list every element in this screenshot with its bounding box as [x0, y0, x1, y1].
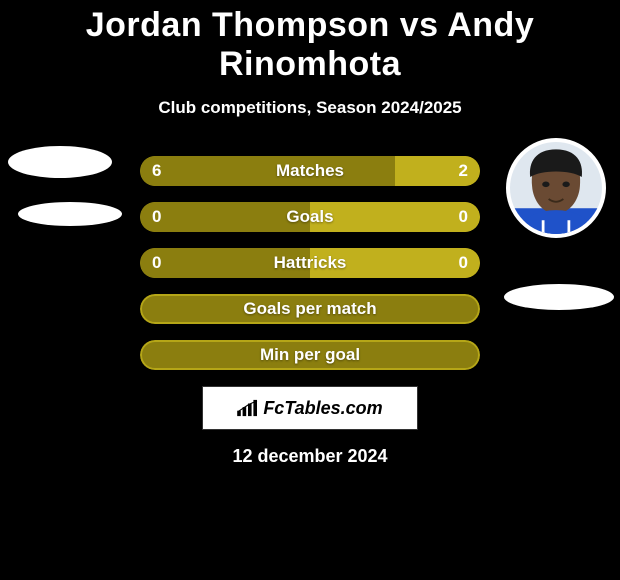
stat-bar: Min per goal: [140, 340, 480, 370]
stat-bar-right-value: 2: [459, 156, 468, 186]
player-right-badge-placeholder: [504, 284, 614, 310]
stat-bar-label: Matches: [140, 156, 480, 186]
stat-bar-left-value: 0: [152, 202, 161, 232]
page-title: Jordan Thompson vs Andy Rinomhota: [0, 0, 620, 84]
stat-bar: Hattricks0 0: [140, 248, 480, 278]
stat-bar-label: Goals per match: [140, 294, 480, 324]
player-right-avatar-svg: [510, 142, 602, 234]
stat-bar-label: Goals: [140, 202, 480, 232]
page-subtitle: Club competitions, Season 2024/2025: [0, 98, 620, 118]
fctables-logo-icon: [237, 399, 259, 417]
stat-bar-label: Min per goal: [140, 340, 480, 370]
stat-bar-right-value: 0: [459, 202, 468, 232]
stat-bar-right-value: 0: [459, 248, 468, 278]
footer-date: 12 december 2024: [0, 446, 620, 467]
stat-bar-label: Hattricks: [140, 248, 480, 278]
stat-bar: Matches6 2: [140, 156, 480, 186]
comparison-stage: Matches62Goals00Hattricks00Goals per mat…: [0, 156, 620, 370]
player-left-avatar-placeholder-1: [8, 146, 112, 178]
stat-bar: Goals per match: [140, 294, 480, 324]
fctables-logo: FcTables.com: [202, 386, 418, 430]
stat-bar: Goals0 0: [140, 202, 480, 232]
player-right-avatar: [506, 138, 606, 238]
stat-bar-left-value: 6: [152, 156, 161, 186]
bars-container: Matches62Goals00Hattricks00Goals per mat…: [140, 156, 480, 370]
player-left-avatar-placeholder-2: [18, 202, 122, 226]
fctables-logo-text: FcTables.com: [263, 398, 382, 419]
stat-bar-left-value: 0: [152, 248, 161, 278]
